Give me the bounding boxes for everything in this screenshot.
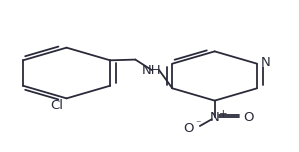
- Text: +: +: [219, 109, 228, 119]
- Text: N: N: [260, 56, 270, 69]
- Text: O: O: [183, 122, 194, 135]
- Text: O: O: [243, 111, 253, 124]
- Text: Cl: Cl: [51, 99, 64, 112]
- Text: ⁻: ⁻: [195, 119, 200, 130]
- Text: N: N: [210, 111, 219, 124]
- Text: NH: NH: [142, 64, 161, 76]
